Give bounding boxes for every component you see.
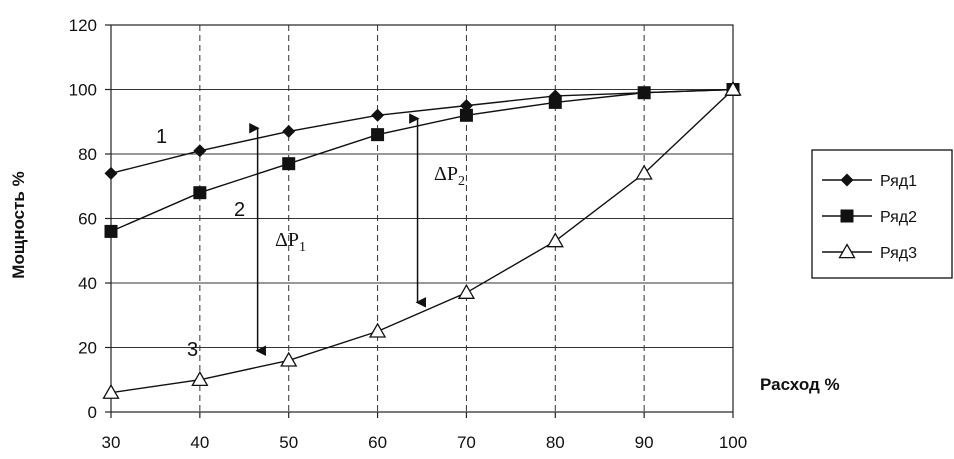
series-3-point-70 <box>457 283 476 299</box>
axes: 0 20 40 60 80 100 120 30 40 50 60 70 80 90 100 <box>69 16 748 452</box>
curve-label-2: 2 <box>234 199 245 221</box>
y-tick-label-120: 120 <box>69 16 97 35</box>
delta-p2-subscript: 2 <box>458 174 465 189</box>
series-2 <box>104 83 740 238</box>
legend-label-1: Ряд1 <box>880 173 917 190</box>
x-axis-title: Расход % <box>760 375 840 394</box>
curve-label-1: 1 <box>156 126 167 148</box>
series-2-point-50 <box>282 157 296 171</box>
legend-marker-1 <box>840 173 854 187</box>
x-tick-label-90: 90 <box>635 433 654 452</box>
delta-arrows <box>249 113 426 356</box>
series-2-line <box>110 88 734 233</box>
series-3-point-50 <box>280 351 298 367</box>
curve-label-3: 3 <box>187 339 198 361</box>
legend-label-2: Ряд2 <box>880 209 917 226</box>
series-2-point-90 <box>637 86 651 100</box>
delta-p1-text: ΔP <box>275 229 299 251</box>
series-3-point-60 <box>368 322 387 338</box>
x-tick-label-30: 30 <box>102 433 121 452</box>
x-tick-label-50: 50 <box>279 433 298 452</box>
legend-frame <box>811 149 953 279</box>
x-tick-label-70: 70 <box>457 433 476 452</box>
y-tick-label-80: 80 <box>78 145 97 164</box>
series-3-point-100 <box>724 80 742 96</box>
series-2-point-70 <box>459 108 473 122</box>
x-tick-label-60: 60 <box>368 433 387 452</box>
series-1-line <box>110 88 734 175</box>
x-tick-label-40: 40 <box>190 433 209 452</box>
series-1-point-30 <box>104 166 118 180</box>
series-3-point-90 <box>635 164 653 180</box>
series-3-point-30 <box>102 383 120 399</box>
y-tick-label-40: 40 <box>78 274 97 293</box>
delta-p1-subscript: 1 <box>299 240 306 255</box>
delta-p2-text: ΔP <box>434 163 458 185</box>
legend-marker-3 <box>838 243 856 259</box>
series-2-point-60 <box>371 128 385 142</box>
series-2-point-30 <box>104 224 118 238</box>
y-tick-label-20: 20 <box>78 339 97 358</box>
series-1-point-40 <box>193 144 207 158</box>
grid <box>111 25 733 412</box>
series-1-point-50 <box>282 124 296 138</box>
delta-p2-label: ΔP2 <box>434 163 465 189</box>
delta-p1-label: ΔP1 <box>275 229 306 255</box>
legend: Ряд1 Ряд2 Ряд3 <box>811 149 953 279</box>
x-tick-label-80: 80 <box>546 433 565 452</box>
y-tick-label-100: 100 <box>69 81 97 100</box>
series-3 <box>102 80 742 399</box>
series-1-point-60 <box>371 108 385 122</box>
series-3-point-40 <box>191 370 209 387</box>
series-3-point-80 <box>546 232 564 248</box>
legend-label-3: Ряд3 <box>880 245 917 262</box>
series-3-line <box>110 88 734 394</box>
series-layer <box>102 80 742 399</box>
series-2-point-40 <box>193 186 207 200</box>
y-tick-label-60: 60 <box>78 210 97 229</box>
y-axis-title: Мощность % <box>9 171 28 278</box>
legend-marker-2 <box>840 209 854 223</box>
annotation-layer: 1 2 3 ΔP1 ΔP2 <box>156 126 465 361</box>
series-2-point-80 <box>548 95 562 109</box>
x-tick-label-100: 100 <box>719 433 747 452</box>
y-tick-label-0: 0 <box>88 403 97 422</box>
